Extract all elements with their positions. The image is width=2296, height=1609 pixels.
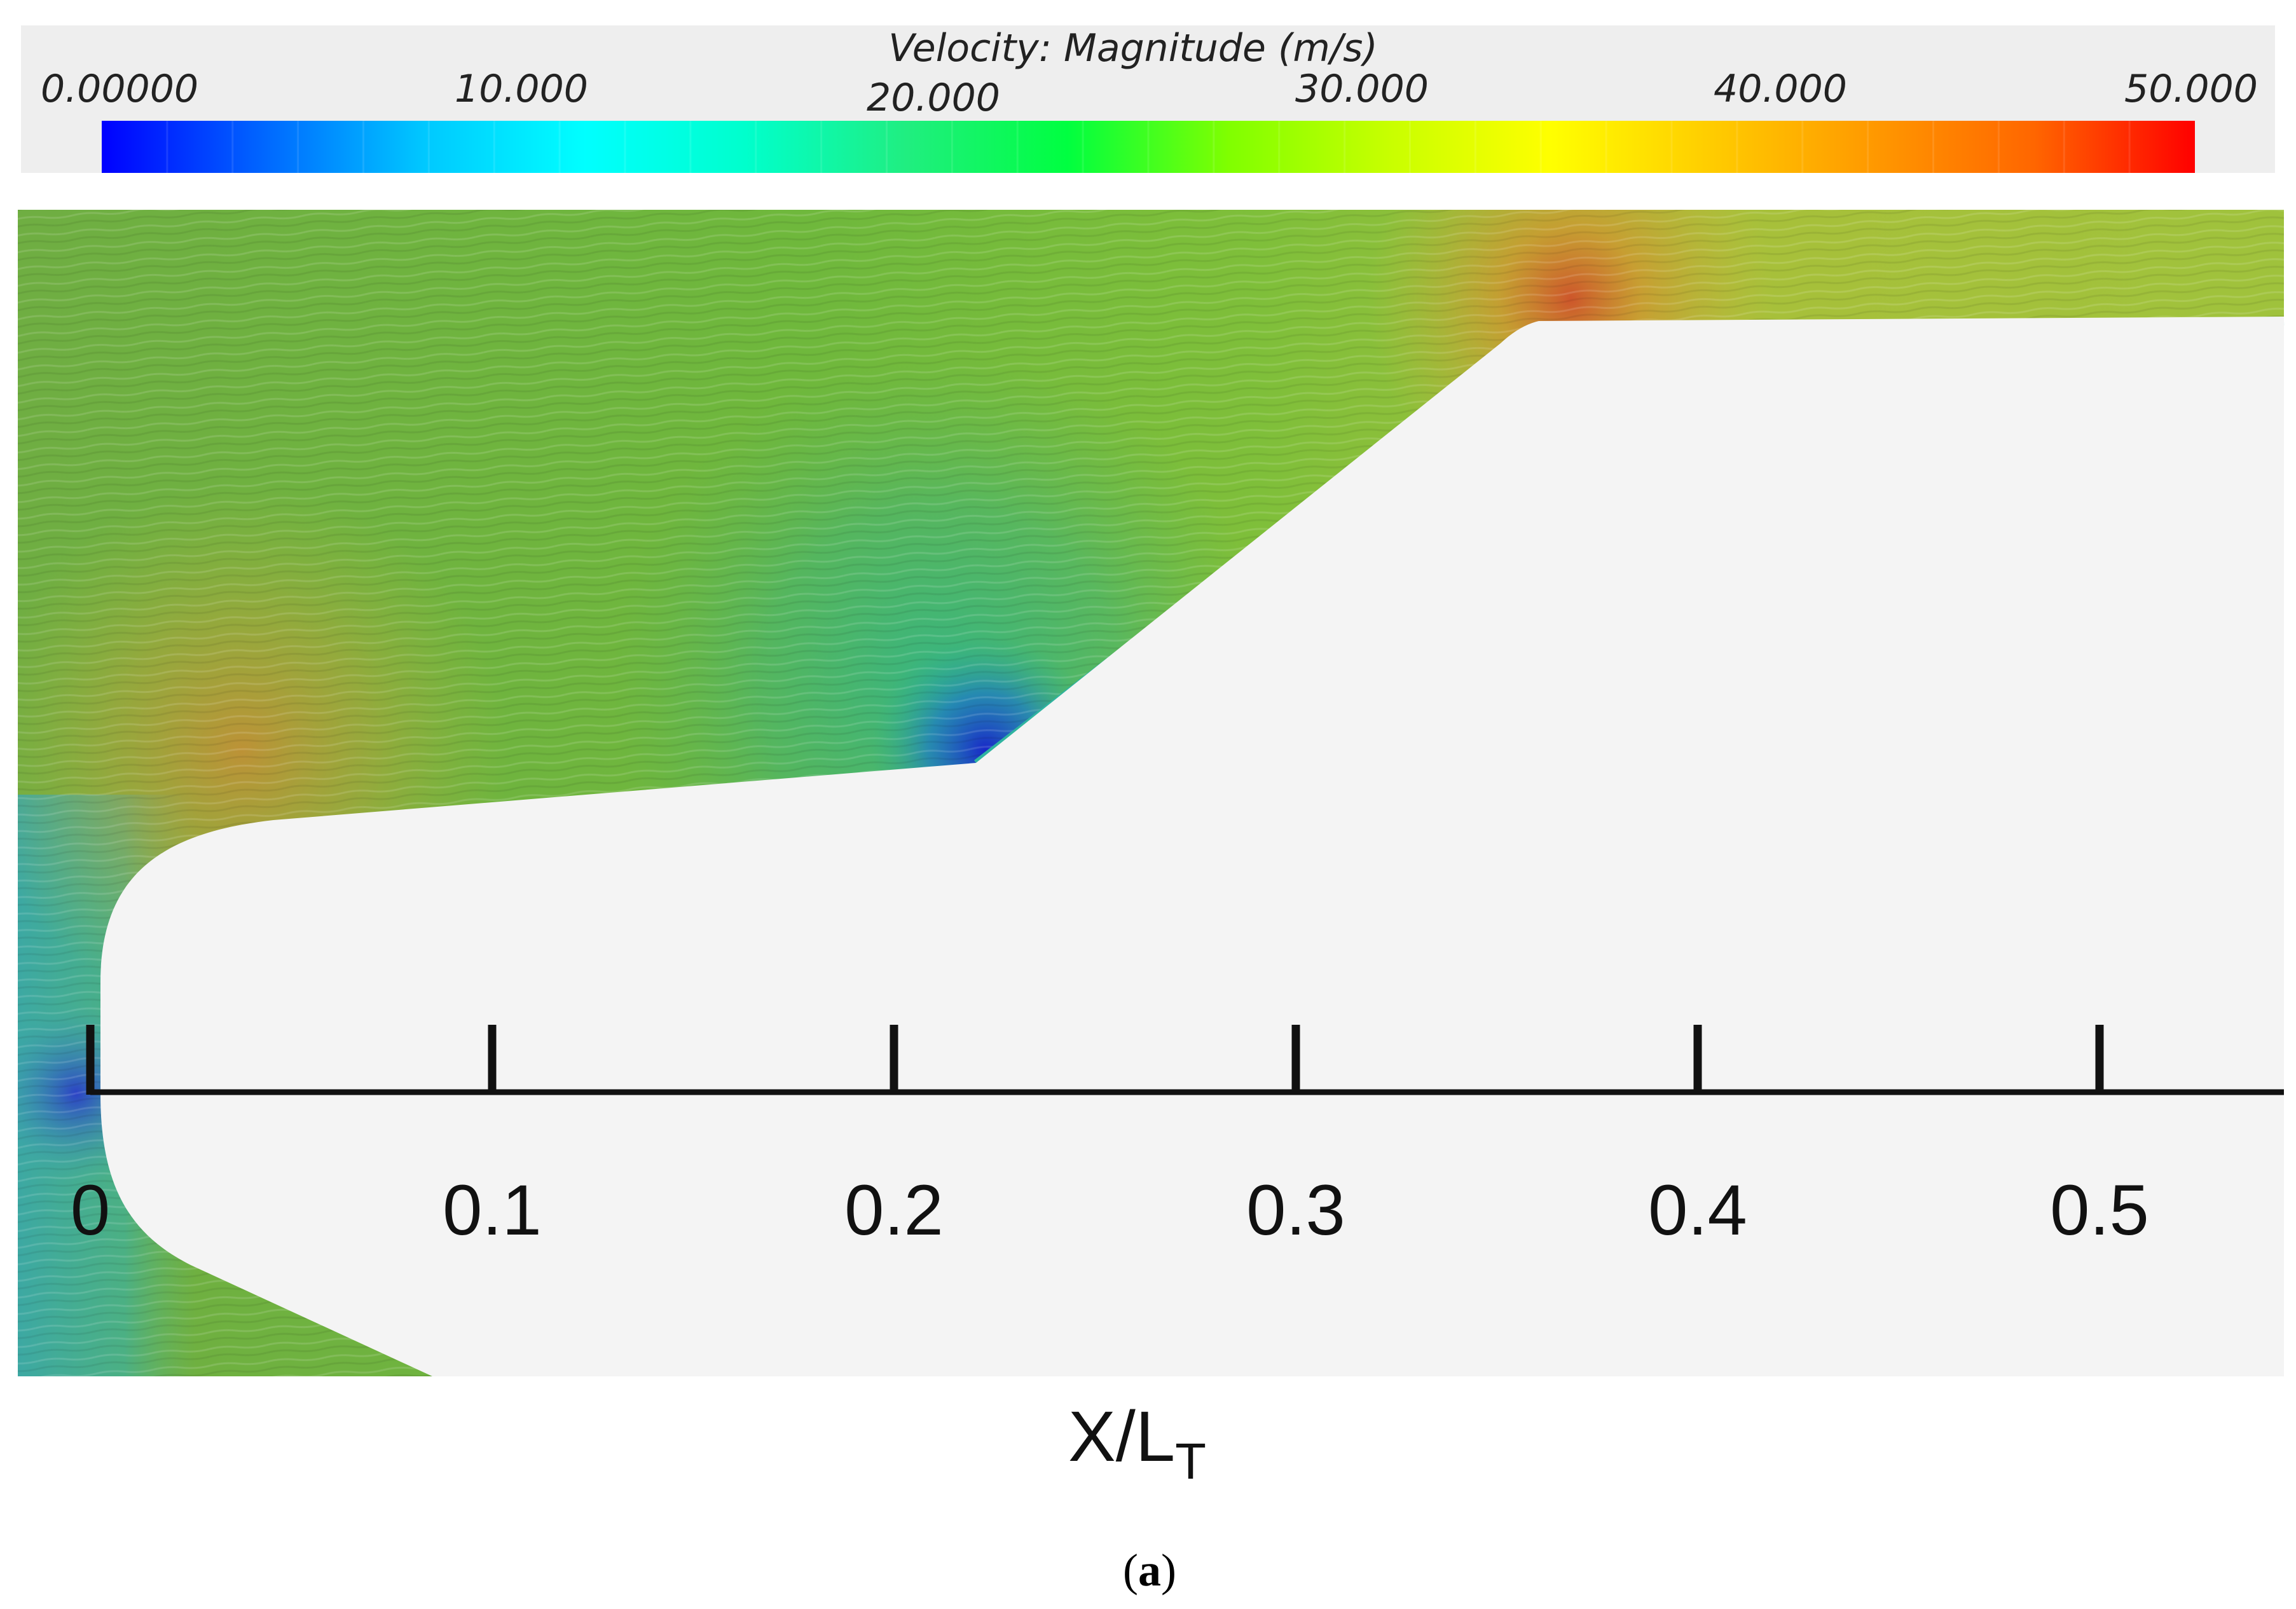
color-bar-bands [166,121,2131,173]
caption-close: ) [1161,1545,1176,1596]
legend-tick-label: 30.000 [1295,67,1429,111]
axis-tick-label: 0 [71,1170,110,1250]
axis-title: X/LT [1068,1397,1206,1489]
legend-tick-labels: 0.00000 10.000 20.000 30.000 40.000 50.000 [41,67,2258,120]
axis-tick-label: 0.2 [844,1170,944,1250]
solid-body [100,317,2284,1376]
panel-caption: (a) [1123,1545,1176,1596]
legend-tick-label: 50.000 [2124,67,2258,111]
axis-tick-label: 0.5 [2050,1170,2149,1250]
axis-tick-label: 0.1 [443,1170,542,1250]
axis-title-subscript: T [1175,1433,1206,1489]
legend-title: Velocity: Magnitude (m/s) [888,26,1377,71]
caption-open: ( [1123,1545,1138,1596]
axis-ticks: 0 0.1 0.2 0.3 0.4 0.5 [71,1025,2149,1250]
axis-tick-label: 0.4 [1648,1170,1747,1250]
color-legend: Velocity: Magnitude (m/s) 0.00000 10.000 2… [21,25,2275,173]
x-axis: 0 0.1 0.2 0.3 0.4 0.5 X/LT [71,1025,2284,1489]
legend-tick-label: 10.000 [455,67,588,111]
legend-tick-label: 20.000 [867,76,1000,120]
color-bar [102,121,2195,173]
axis-title-main: X/L [1068,1397,1175,1476]
axis-tick-label: 0.3 [1246,1170,1345,1250]
caption-letter: a [1138,1545,1161,1596]
legend-tick-label: 40.000 [1714,67,1847,111]
legend-tick-label: 0.00000 [41,67,198,111]
